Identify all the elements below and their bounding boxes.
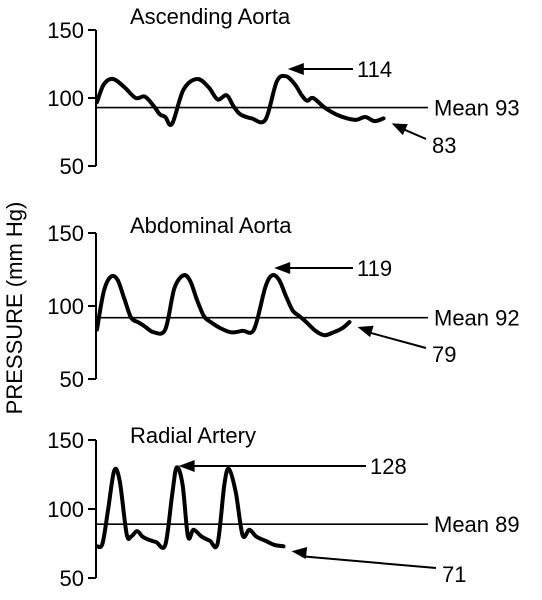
pressure-wave-line (95, 73, 386, 127)
panels-group: Ascending Aorta 50 100 150 Mean 93 114 83 Abdom… (47, 4, 519, 591)
panel-title: Abdominal Aorta (130, 213, 292, 238)
trough-arrow-head (291, 547, 308, 559)
peak-label: 128 (370, 454, 407, 479)
y-tick-label: 150 (47, 221, 84, 246)
trough-arrow-line (401, 127, 427, 140)
y-tick-label: 150 (47, 428, 84, 453)
peak-label: 114 (357, 57, 392, 82)
y-tick-label: 50 (60, 154, 84, 179)
peak-arrow-head (178, 460, 195, 472)
panel-2: Abdominal Aorta 50 100 150 Mean 92 119 79 (47, 213, 519, 392)
y-tick-label: 150 (47, 18, 84, 43)
y-axis-label: PRESSURE (mm Hg) (2, 202, 27, 415)
mean-label: Mean 92 (434, 306, 520, 331)
trough-label: 79 (432, 342, 456, 367)
pressure-wave-line (95, 273, 352, 338)
pressure-wave-line (95, 465, 286, 550)
panel-3: Radial Artery 50 100 150 Mean 89 128 71 (47, 423, 519, 591)
y-tick-label: 50 (60, 566, 84, 591)
panel-1: Ascending Aorta 50 100 150 Mean 93 114 83 (47, 4, 519, 179)
trough-arrow-line (367, 331, 427, 349)
mean-label: Mean 89 (434, 512, 520, 537)
mean-label: Mean 93 (434, 96, 520, 121)
trough-label: 71 (442, 562, 466, 587)
y-tick-label: 100 (47, 497, 84, 522)
peak-label: 119 (357, 256, 392, 281)
trough-label: 83 (432, 133, 456, 158)
trough-arrow-line (301, 555, 437, 569)
trough-arrow-head (357, 325, 374, 338)
panel-title: Radial Artery (130, 423, 256, 448)
peak-arrow-head (287, 63, 304, 75)
y-tick-label: 100 (47, 294, 84, 319)
peak-arrow-head (274, 262, 291, 274)
trough-arrow-head (391, 123, 408, 136)
panel-title: Ascending Aorta (130, 4, 291, 29)
y-tick-label: 100 (47, 86, 84, 111)
y-tick-label: 50 (60, 367, 84, 392)
